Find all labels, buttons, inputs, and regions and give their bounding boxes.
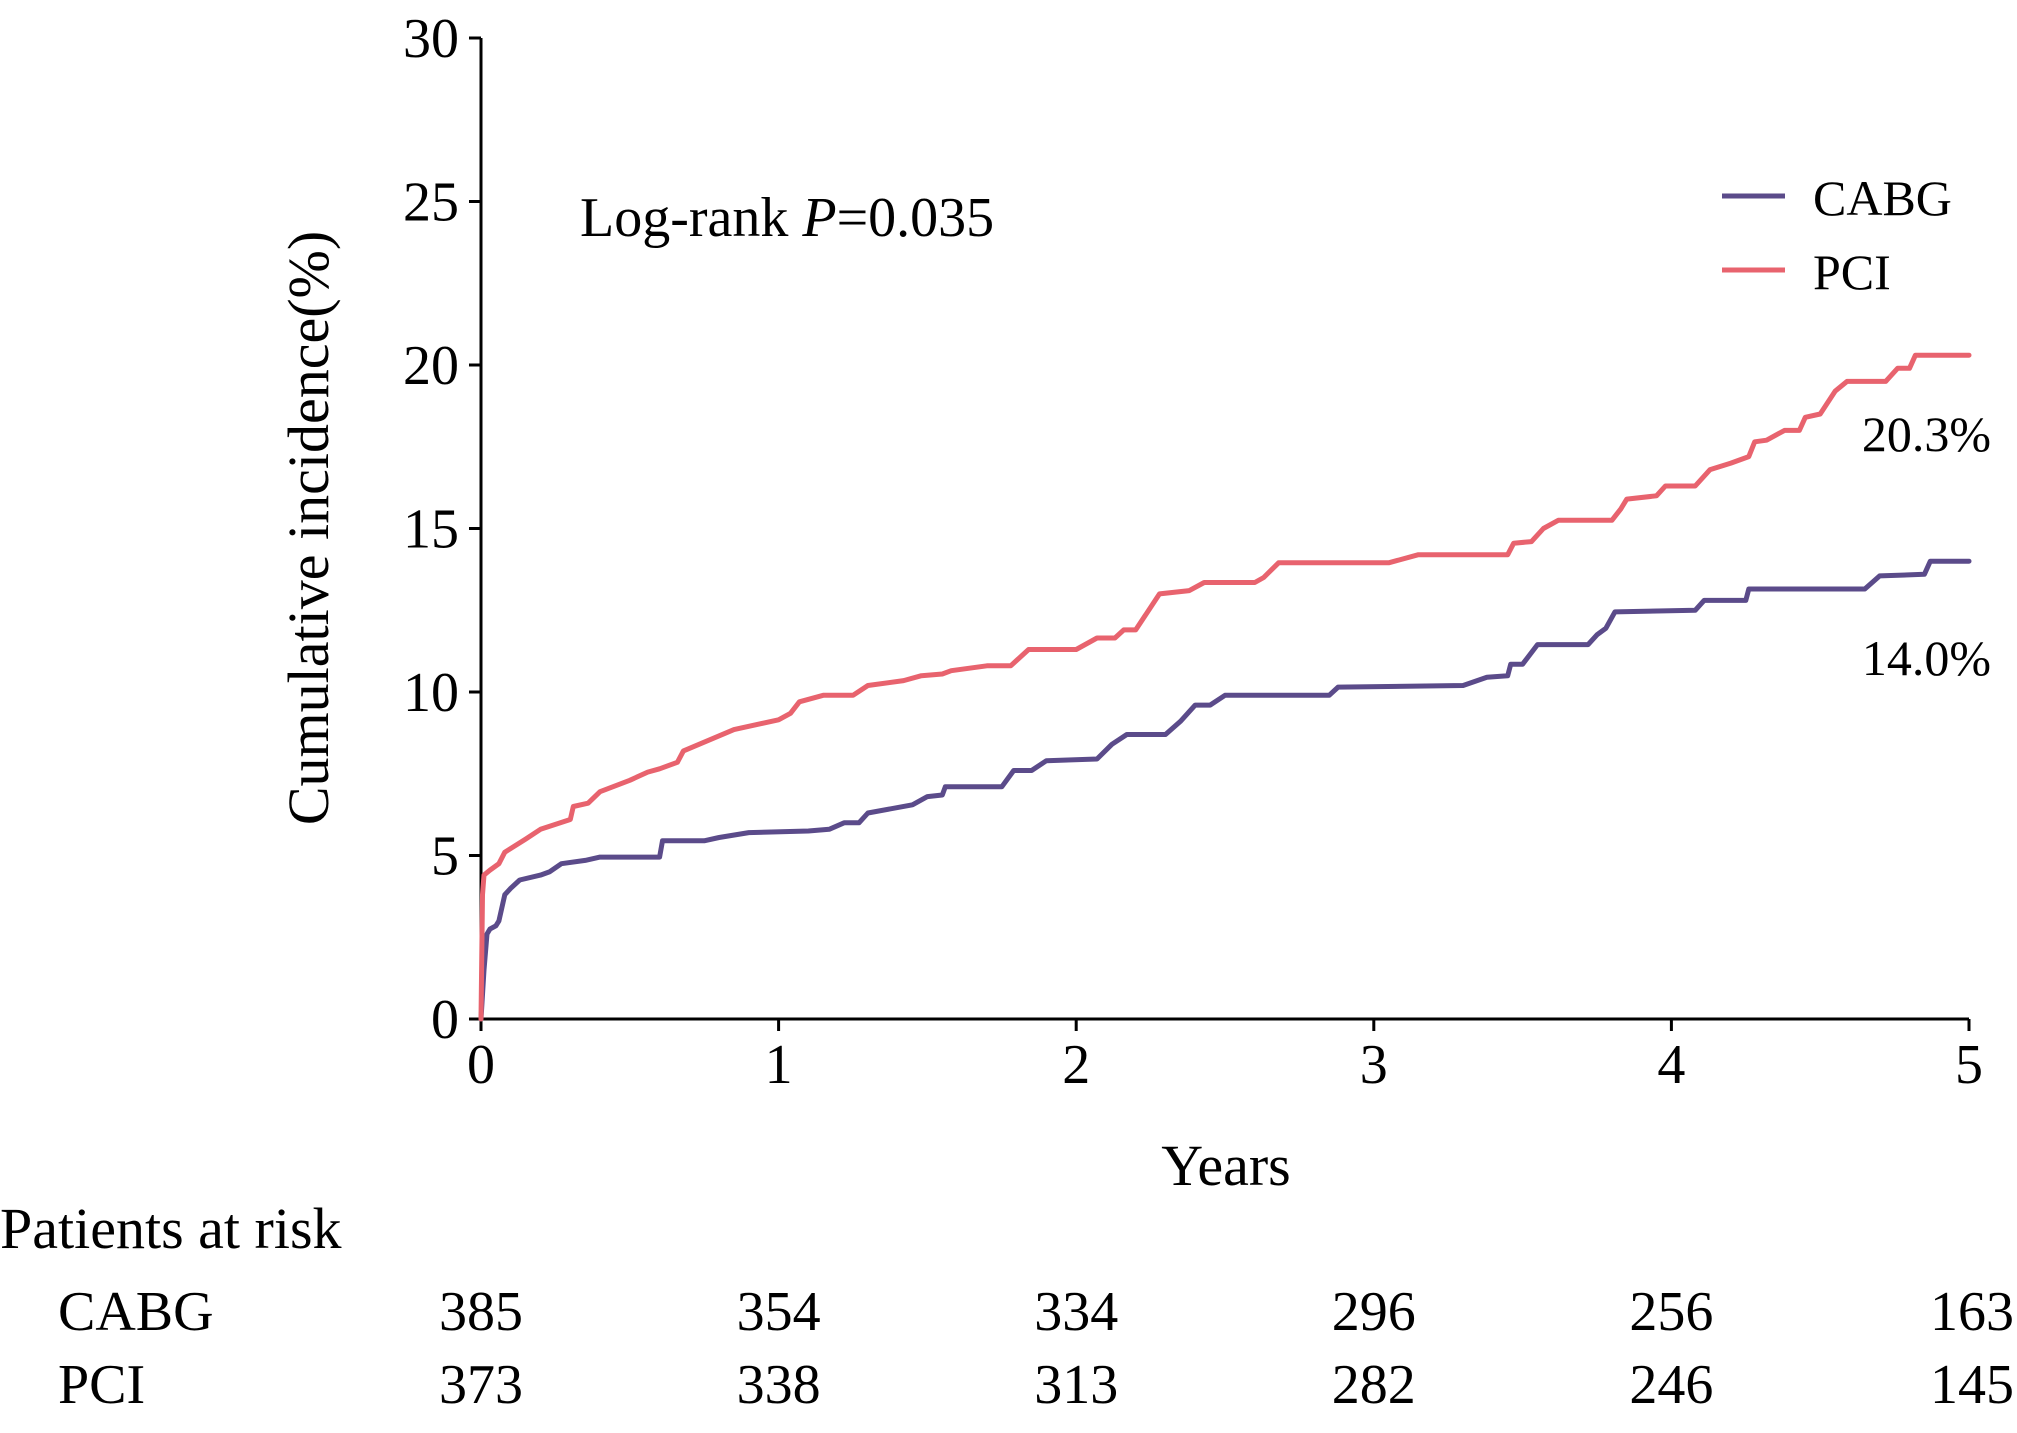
risk-value-cabg: 296 [1332,1281,1416,1343]
risk-value-pci: 338 [737,1354,821,1416]
y-tick-label: 30 [403,8,459,70]
legend-label-cabg: CABG [1813,170,1952,226]
y-tick-label: 20 [403,335,459,397]
y-tick-label: 15 [403,499,459,561]
y-axis-label: Cumulative incidence(%) [276,231,341,825]
risk-table: Patients at risk CABG PCI 385 354 334 296 25… [0,1196,2014,1416]
y-ticks: 0 5 10 15 20 25 30 [403,8,481,1051]
risk-table-title: Patients at risk [0,1196,342,1261]
risk-row-label-cabg: CABG [58,1281,214,1343]
log-rank-prefix: Log-rank [580,187,802,249]
x-tick-label: 4 [1657,1034,1685,1096]
end-label-cabg: 14.0% [1862,630,1991,686]
x-ticks: 0 1 2 3 4 5 [467,1019,1983,1096]
log-rank-annotation: Log-rank P=0.035 [580,187,994,249]
log-rank-value: =0.035 [837,187,995,249]
legend: CABG PCI [1722,170,1952,300]
x-tick-label: 1 [765,1034,793,1096]
x-tick-label: 5 [1955,1034,1983,1096]
legend-label-pci: PCI [1813,244,1891,300]
risk-values: 385 354 334 296 256 163 373 338 313 282 246 145 [439,1281,2014,1416]
y-tick-label: 10 [403,662,459,724]
risk-value-pci: 373 [439,1354,523,1416]
risk-value-cabg: 163 [1930,1281,2014,1343]
risk-value-pci: 246 [1629,1354,1713,1416]
x-axis-label: Years [1161,1133,1290,1198]
risk-value-pci: 313 [1034,1354,1118,1416]
series-line-pci [478,352,1972,1022]
y-tick-label: 0 [431,989,459,1051]
axes: 0 5 10 15 20 25 30 0 1 2 3 4 5 [403,8,1983,1096]
risk-value-cabg: 354 [737,1281,821,1343]
x-tick-label: 2 [1062,1034,1090,1096]
risk-value-pci: 145 [1930,1354,2014,1416]
y-tick-label: 25 [403,172,459,234]
risk-value-pci: 282 [1332,1354,1416,1416]
log-rank-p: P [801,187,836,249]
x-tick-label: 3 [1360,1034,1388,1096]
risk-value-cabg: 385 [439,1281,523,1343]
x-tick-label: 0 [467,1034,495,1096]
risk-value-cabg: 256 [1629,1281,1713,1343]
risk-row-label-pci: PCI [58,1354,145,1416]
series-line-cabg [478,558,1972,1022]
series-layer [478,352,1972,1022]
risk-value-cabg: 334 [1034,1281,1118,1343]
y-tick-label: 5 [431,826,459,888]
end-label-pci: 20.3% [1862,406,1991,462]
